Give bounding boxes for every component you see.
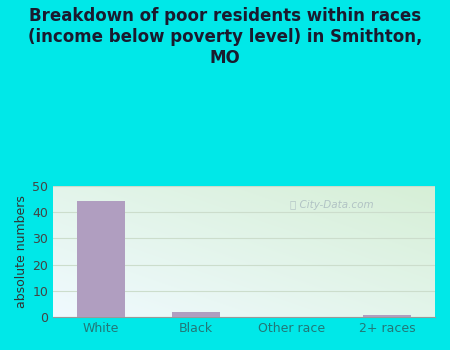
Bar bbox=[364, 315, 411, 317]
Text: Breakdown of poor residents within races
(income below poverty level) in Smithto: Breakdown of poor residents within races… bbox=[28, 7, 422, 66]
Text: ⓘ City-Data.com: ⓘ City-Data.com bbox=[290, 200, 374, 210]
Bar bbox=[77, 201, 125, 317]
Bar bbox=[172, 312, 220, 317]
Y-axis label: absolute numbers: absolute numbers bbox=[15, 195, 28, 308]
